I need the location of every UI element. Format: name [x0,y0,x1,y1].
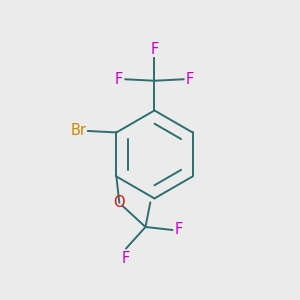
Text: F: F [175,223,183,238]
Text: Br: Br [70,124,87,139]
Text: F: F [115,72,123,87]
Text: F: F [186,72,194,87]
Text: F: F [122,251,130,266]
Text: F: F [150,42,159,57]
Text: O: O [113,195,125,210]
